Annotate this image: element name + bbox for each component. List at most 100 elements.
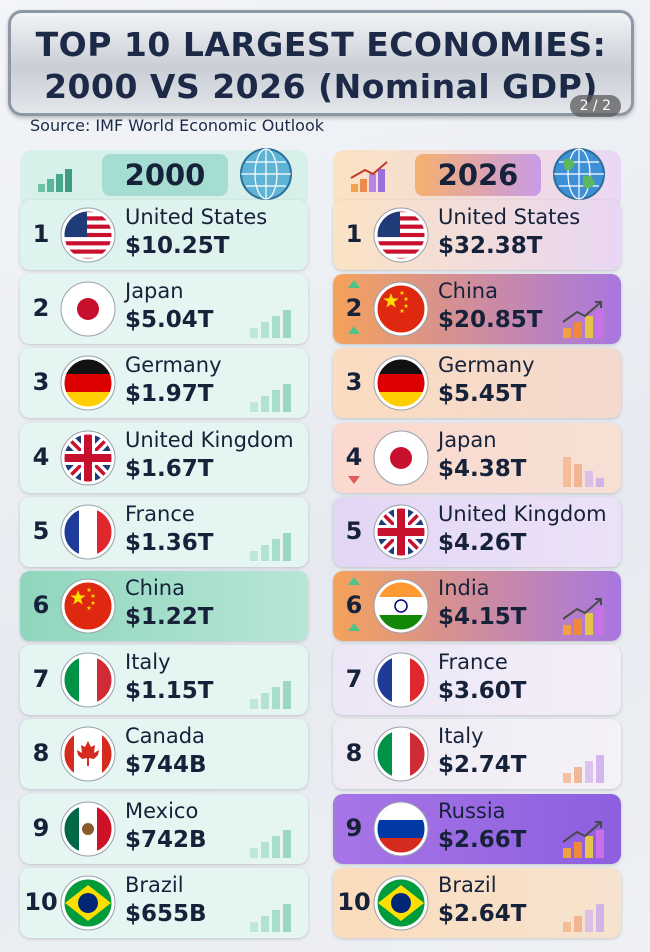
flag-part	[60, 801, 116, 857]
flag-part	[377, 374, 427, 393]
year-label: 2026	[415, 154, 541, 196]
flag-part	[596, 310, 604, 339]
flag-part	[79, 656, 97, 707]
rank: 8	[32, 739, 50, 768]
country-name: Brazil	[438, 872, 497, 897]
gdp-value: $4.15T	[438, 604, 527, 630]
flag-part	[90, 600, 96, 605]
flag-part	[348, 577, 360, 585]
flag-part	[585, 835, 593, 858]
flag-part	[562, 301, 602, 324]
rank-row: 7 France $3.60T	[333, 645, 621, 716]
flag-part	[374, 431, 428, 485]
flag-part	[563, 847, 571, 858]
flag-part	[373, 281, 429, 337]
flag-part	[377, 507, 427, 558]
flag-part	[272, 687, 280, 710]
bar-icon	[250, 384, 291, 413]
flag-part	[377, 211, 427, 213]
country-name: United States	[438, 205, 581, 229]
page-indicator: 2 / 2	[569, 95, 621, 117]
rank-row: 1 United States $32.38T	[333, 200, 621, 270]
rank: 3	[345, 368, 363, 397]
rank: 1	[32, 220, 50, 248]
country-name: United Kingdom	[438, 501, 607, 526]
flag-part	[79, 507, 97, 558]
gdp-value: $5.04T	[125, 307, 214, 334]
flag-part	[360, 179, 367, 192]
flag-part	[82, 822, 94, 835]
gdp-value: $2.74T	[438, 752, 527, 779]
source: Source: IMF World Economic Outlook	[30, 116, 325, 135]
flag-part	[373, 801, 429, 857]
flag-part	[283, 681, 291, 710]
gdp-value: $655B	[125, 900, 207, 927]
flag-part	[373, 504, 429, 560]
flag-part	[64, 730, 74, 781]
flag-part	[374, 208, 428, 262]
country-name: Mexico	[125, 798, 199, 823]
country-name: United States	[125, 205, 268, 229]
flag-part	[283, 310, 291, 339]
rank: 5	[345, 516, 363, 545]
flag	[373, 355, 429, 411]
flag-part	[61, 431, 115, 485]
country-name: United Kingdom	[125, 427, 294, 452]
bar-icon	[563, 903, 604, 932]
flag-part	[377, 597, 427, 615]
country-name: France	[438, 650, 508, 675]
gdp-value: $4.26T	[438, 529, 527, 556]
flag-part	[61, 802, 115, 856]
flag-part	[250, 328, 258, 339]
flag-part	[61, 727, 115, 781]
rank: 7	[32, 665, 50, 694]
flag-part	[374, 653, 428, 707]
flag-part	[64, 374, 114, 393]
flag-part	[377, 819, 427, 838]
flag	[373, 504, 429, 560]
rank-row: 2 Japan $5.04T	[20, 274, 308, 345]
flag-part	[250, 402, 258, 413]
flag-part	[390, 446, 412, 469]
bar-icon	[250, 903, 291, 932]
flag-part	[596, 755, 604, 784]
flag-part	[377, 241, 427, 246]
flag-part	[374, 876, 428, 930]
rank-row: 7 Italy $1.15T	[20, 645, 308, 716]
bar-icon	[562, 301, 604, 339]
flag-part	[585, 470, 593, 487]
flag	[373, 578, 429, 634]
flag-part	[596, 829, 604, 858]
flag-part	[272, 835, 280, 858]
flag-part	[562, 820, 602, 843]
flag-part	[574, 463, 582, 487]
flag	[60, 281, 116, 337]
flag	[373, 726, 429, 782]
flag	[373, 207, 429, 263]
gdp-value: $3.60T	[438, 678, 527, 705]
flag-part	[61, 579, 115, 633]
gdp-value: $744B	[125, 752, 207, 779]
flag-part	[64, 249, 114, 254]
flag-part	[374, 802, 428, 856]
rank-row: 4 United Kingdom $1.67T	[20, 422, 308, 493]
flag-part	[373, 207, 429, 263]
flag-part	[374, 505, 428, 559]
gdp-value: $4.38T	[438, 455, 527, 482]
flag-part	[64, 224, 114, 229]
flag-part	[574, 619, 582, 635]
flag-part	[261, 841, 269, 858]
flag-part	[374, 727, 428, 781]
title-line: 2000 VS 2026 (Nominal GDP)	[44, 67, 598, 106]
country-name: China	[438, 279, 498, 304]
rank-row: 3 Germany $1.97T	[20, 348, 308, 419]
flag-part	[585, 761, 593, 784]
title-line: TOP 10 LARGEST ECONOMIES:	[35, 25, 607, 64]
flag-part	[261, 322, 269, 339]
flag-part	[563, 158, 595, 189]
flag-part	[261, 544, 269, 561]
gdp-value: $5.45T	[438, 381, 527, 408]
country-name: France	[125, 501, 195, 526]
gdp-value: $1.36T	[125, 529, 214, 556]
flag-part	[377, 216, 427, 221]
